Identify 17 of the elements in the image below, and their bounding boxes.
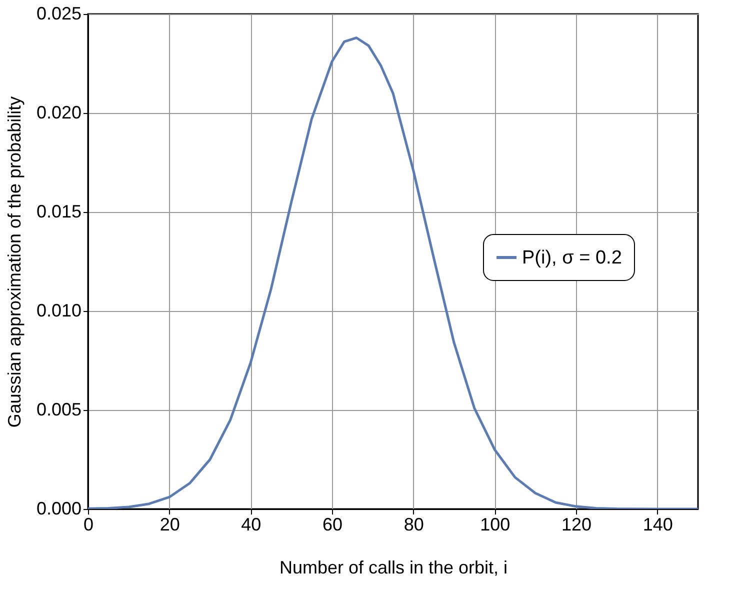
- x-tick-label: 40: [241, 514, 262, 534]
- y-tick-label: 0.005: [36, 400, 82, 420]
- y-axis-title: Gaussian approximation of the probability: [4, 96, 24, 428]
- y-tick-label: 0.020: [36, 102, 82, 122]
- x-tick-label: 100: [480, 514, 510, 534]
- y-tick-label: 0.015: [36, 202, 82, 222]
- x-tick-label: 0: [83, 514, 94, 534]
- y-tick-label: 0.025: [36, 4, 82, 24]
- x-tick-label: 20: [160, 514, 180, 534]
- x-tick-label: 140: [642, 514, 673, 534]
- legend-label: P(i), σ = 0.2: [522, 248, 622, 268]
- x-tick-label: 80: [404, 514, 424, 534]
- y-tick-label: 0.010: [36, 300, 82, 320]
- x-tick-label: 120: [561, 514, 592, 534]
- x-axis-title: Number of calls in the orbit, i: [279, 558, 508, 578]
- x-tick-label: 60: [322, 514, 343, 534]
- y-tick-label: 0.000: [36, 498, 82, 518]
